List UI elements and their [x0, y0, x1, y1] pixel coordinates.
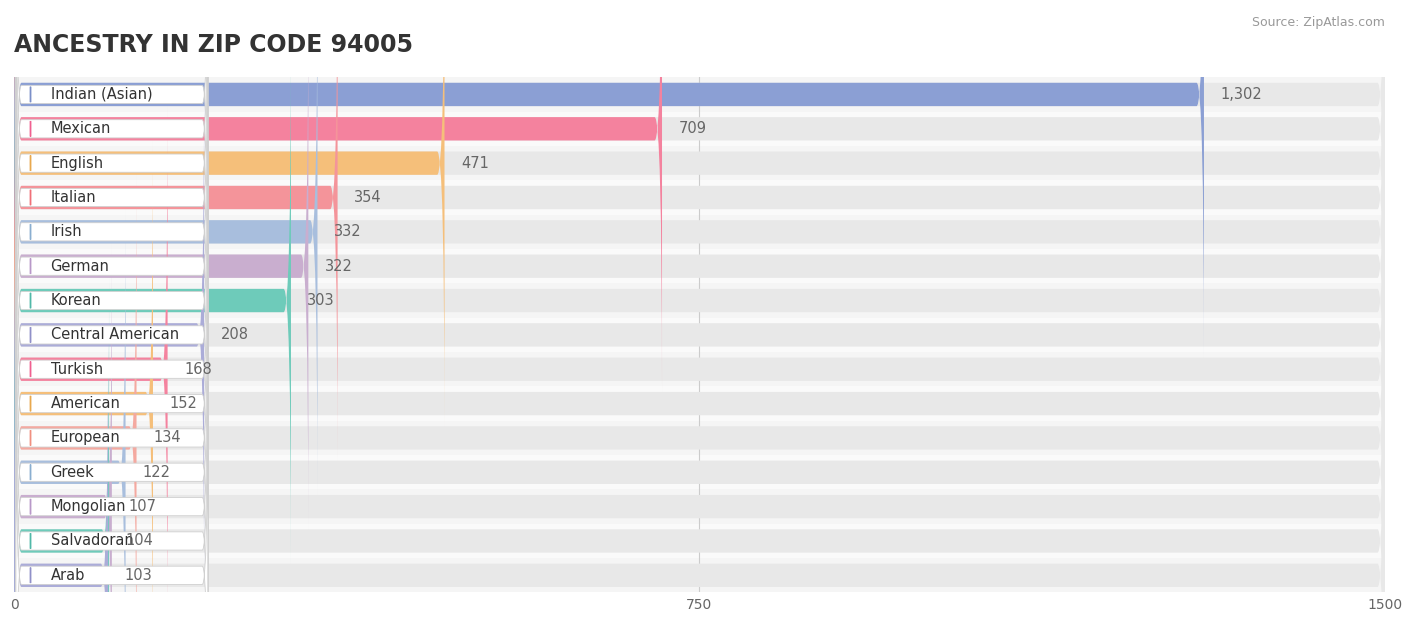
FancyBboxPatch shape	[15, 0, 208, 292]
FancyBboxPatch shape	[15, 0, 208, 326]
FancyBboxPatch shape	[14, 0, 1385, 460]
FancyBboxPatch shape	[14, 175, 1385, 644]
Bar	[14, 77, 1385, 111]
Text: Arab: Arab	[51, 568, 84, 583]
FancyBboxPatch shape	[15, 104, 208, 498]
FancyBboxPatch shape	[14, 71, 204, 598]
Text: Source: ZipAtlas.com: Source: ZipAtlas.com	[1251, 16, 1385, 29]
FancyBboxPatch shape	[14, 243, 1385, 644]
FancyBboxPatch shape	[15, 0, 208, 360]
FancyBboxPatch shape	[15, 344, 208, 644]
Text: European: European	[51, 430, 121, 446]
Bar	[14, 317, 1385, 352]
Text: Central American: Central American	[51, 327, 179, 343]
Text: 134: 134	[153, 430, 180, 446]
FancyBboxPatch shape	[15, 138, 208, 532]
Text: 354: 354	[354, 190, 381, 205]
FancyBboxPatch shape	[15, 378, 208, 644]
Bar	[14, 146, 1385, 180]
FancyBboxPatch shape	[15, 1, 208, 395]
FancyBboxPatch shape	[14, 0, 444, 426]
Bar	[14, 249, 1385, 283]
Bar	[14, 214, 1385, 249]
FancyBboxPatch shape	[14, 243, 112, 644]
Text: 107: 107	[128, 499, 156, 514]
FancyBboxPatch shape	[14, 209, 1385, 644]
Text: German: German	[51, 259, 110, 274]
Text: ANCESTRY IN ZIP CODE 94005: ANCESTRY IN ZIP CODE 94005	[14, 33, 413, 57]
FancyBboxPatch shape	[14, 106, 167, 632]
Bar	[14, 455, 1385, 489]
FancyBboxPatch shape	[14, 278, 110, 644]
FancyBboxPatch shape	[14, 0, 1385, 357]
FancyBboxPatch shape	[15, 207, 208, 601]
FancyBboxPatch shape	[14, 71, 1385, 598]
FancyBboxPatch shape	[14, 0, 337, 460]
Bar	[14, 421, 1385, 455]
Text: 303: 303	[308, 293, 335, 308]
Bar	[14, 524, 1385, 558]
Text: Italian: Italian	[51, 190, 96, 205]
FancyBboxPatch shape	[14, 0, 662, 392]
Text: 103: 103	[125, 568, 152, 583]
Text: Salvadoran: Salvadoran	[51, 533, 134, 549]
Bar	[14, 386, 1385, 421]
FancyBboxPatch shape	[14, 3, 1385, 529]
Bar	[14, 180, 1385, 214]
Bar	[14, 489, 1385, 524]
Text: 332: 332	[335, 224, 361, 240]
Text: 208: 208	[221, 327, 249, 343]
Bar	[14, 558, 1385, 592]
Text: 122: 122	[142, 465, 170, 480]
FancyBboxPatch shape	[14, 0, 1385, 392]
FancyBboxPatch shape	[14, 0, 1204, 357]
Text: 471: 471	[461, 156, 489, 171]
Text: English: English	[51, 156, 104, 171]
FancyBboxPatch shape	[14, 140, 153, 644]
Text: American: American	[51, 396, 121, 411]
Text: 1,302: 1,302	[1220, 87, 1263, 102]
FancyBboxPatch shape	[14, 0, 318, 495]
FancyBboxPatch shape	[15, 69, 208, 463]
FancyBboxPatch shape	[14, 0, 1385, 426]
Text: Greek: Greek	[51, 465, 94, 480]
FancyBboxPatch shape	[14, 175, 136, 644]
FancyBboxPatch shape	[14, 37, 291, 563]
Text: 709: 709	[679, 121, 706, 137]
FancyBboxPatch shape	[14, 312, 1385, 644]
FancyBboxPatch shape	[15, 310, 208, 644]
FancyBboxPatch shape	[14, 37, 1385, 563]
FancyBboxPatch shape	[14, 209, 125, 644]
Bar	[14, 352, 1385, 386]
FancyBboxPatch shape	[14, 3, 308, 529]
Text: Turkish: Turkish	[51, 362, 103, 377]
Text: 104: 104	[125, 533, 153, 549]
FancyBboxPatch shape	[15, 275, 208, 644]
FancyBboxPatch shape	[15, 172, 208, 566]
Text: 168: 168	[184, 362, 212, 377]
Text: Indian (Asian): Indian (Asian)	[51, 87, 152, 102]
FancyBboxPatch shape	[14, 312, 108, 644]
FancyBboxPatch shape	[15, 35, 208, 429]
FancyBboxPatch shape	[15, 241, 208, 635]
Text: 322: 322	[325, 259, 353, 274]
Text: Mexican: Mexican	[51, 121, 111, 137]
Text: Korean: Korean	[51, 293, 101, 308]
Text: Mongolian: Mongolian	[51, 499, 127, 514]
Bar	[14, 283, 1385, 317]
FancyBboxPatch shape	[14, 140, 1385, 644]
Text: Irish: Irish	[51, 224, 82, 240]
FancyBboxPatch shape	[14, 278, 1385, 644]
Text: 152: 152	[170, 396, 197, 411]
FancyBboxPatch shape	[14, 0, 1385, 495]
Bar	[14, 111, 1385, 146]
FancyBboxPatch shape	[14, 106, 1385, 632]
